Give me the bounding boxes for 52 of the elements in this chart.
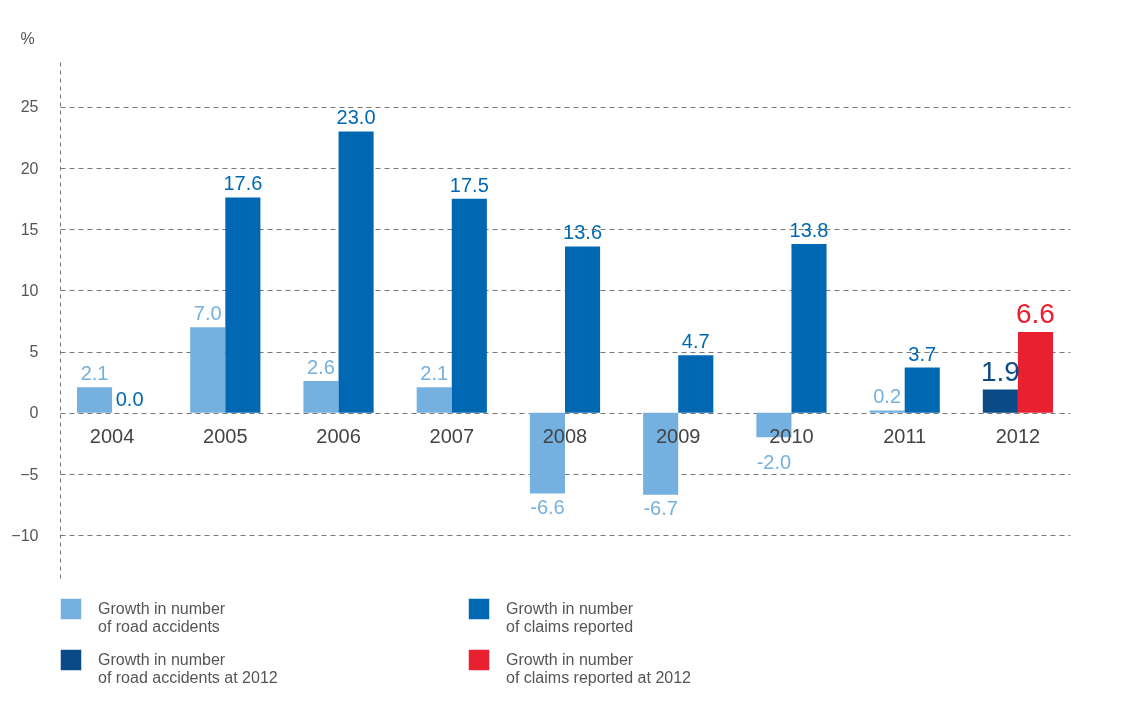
bar bbox=[338, 131, 374, 413]
x-tick-label: 2006 bbox=[316, 425, 361, 448]
data-label: 6.6 bbox=[1016, 298, 1055, 330]
data-label: 2.1 bbox=[420, 362, 449, 385]
x-tick-label: 2011 bbox=[883, 425, 927, 448]
legend-label: Growth in number of road accidents at 2012 bbox=[98, 651, 278, 686]
bar bbox=[678, 355, 714, 413]
data-label: 3.7 bbox=[908, 342, 937, 365]
data-label: 4.7 bbox=[681, 330, 710, 353]
data-label: 2.6 bbox=[307, 356, 335, 379]
y-tick-label: 25 bbox=[20, 98, 39, 116]
x-tick-label: 2005 bbox=[203, 425, 248, 448]
x-tick-label: 2007 bbox=[429, 425, 475, 448]
x-tick-label: 2012 bbox=[995, 425, 1041, 448]
y-tick-label: −5 bbox=[20, 465, 39, 483]
data-label: -6.7 bbox=[643, 496, 678, 519]
data-label: 0.0 bbox=[115, 387, 144, 410]
y-axis-title: % bbox=[20, 29, 35, 47]
data-label: 2.1 bbox=[80, 362, 109, 385]
y-tick-label: 15 bbox=[20, 220, 39, 238]
bar bbox=[303, 381, 339, 413]
bar bbox=[76, 387, 113, 413]
y-tick-label: −10 bbox=[11, 526, 39, 544]
bar bbox=[904, 367, 940, 413]
bar bbox=[982, 389, 1018, 413]
data-label: 17.5 bbox=[449, 173, 489, 196]
data-label: 13.6 bbox=[563, 221, 603, 244]
y-tick-label: 10 bbox=[20, 281, 39, 299]
bar bbox=[416, 387, 452, 413]
data-label: 0.2 bbox=[873, 385, 902, 408]
data-label: 17.6 bbox=[223, 172, 263, 195]
x-tick-label: 2004 bbox=[89, 425, 135, 448]
y-tick-label: 20 bbox=[20, 159, 39, 177]
bar bbox=[190, 327, 226, 413]
data-label: -2.0 bbox=[756, 450, 792, 473]
data-label: 23.0 bbox=[336, 106, 376, 129]
y-tick-label: 0 bbox=[29, 404, 39, 422]
data-label: -6.6 bbox=[530, 495, 565, 518]
legend-label: Growth in number of claims reported bbox=[506, 600, 634, 635]
bar bbox=[451, 198, 487, 413]
data-label: 7.0 bbox=[193, 302, 222, 325]
x-tick-label: 2008 bbox=[542, 425, 588, 448]
legend-label: Growth in number of road accidents bbox=[98, 600, 226, 635]
bar bbox=[225, 197, 261, 413]
y-tick-label: 5 bbox=[29, 343, 39, 361]
bar bbox=[565, 246, 601, 413]
bar bbox=[1017, 332, 1054, 413]
bar bbox=[869, 410, 905, 413]
bar bbox=[791, 243, 827, 413]
x-tick-label: 2010 bbox=[769, 425, 814, 448]
data-label: 13.8 bbox=[789, 218, 829, 241]
legend-label: Growth in number of claims reported at 2012 bbox=[506, 651, 692, 686]
